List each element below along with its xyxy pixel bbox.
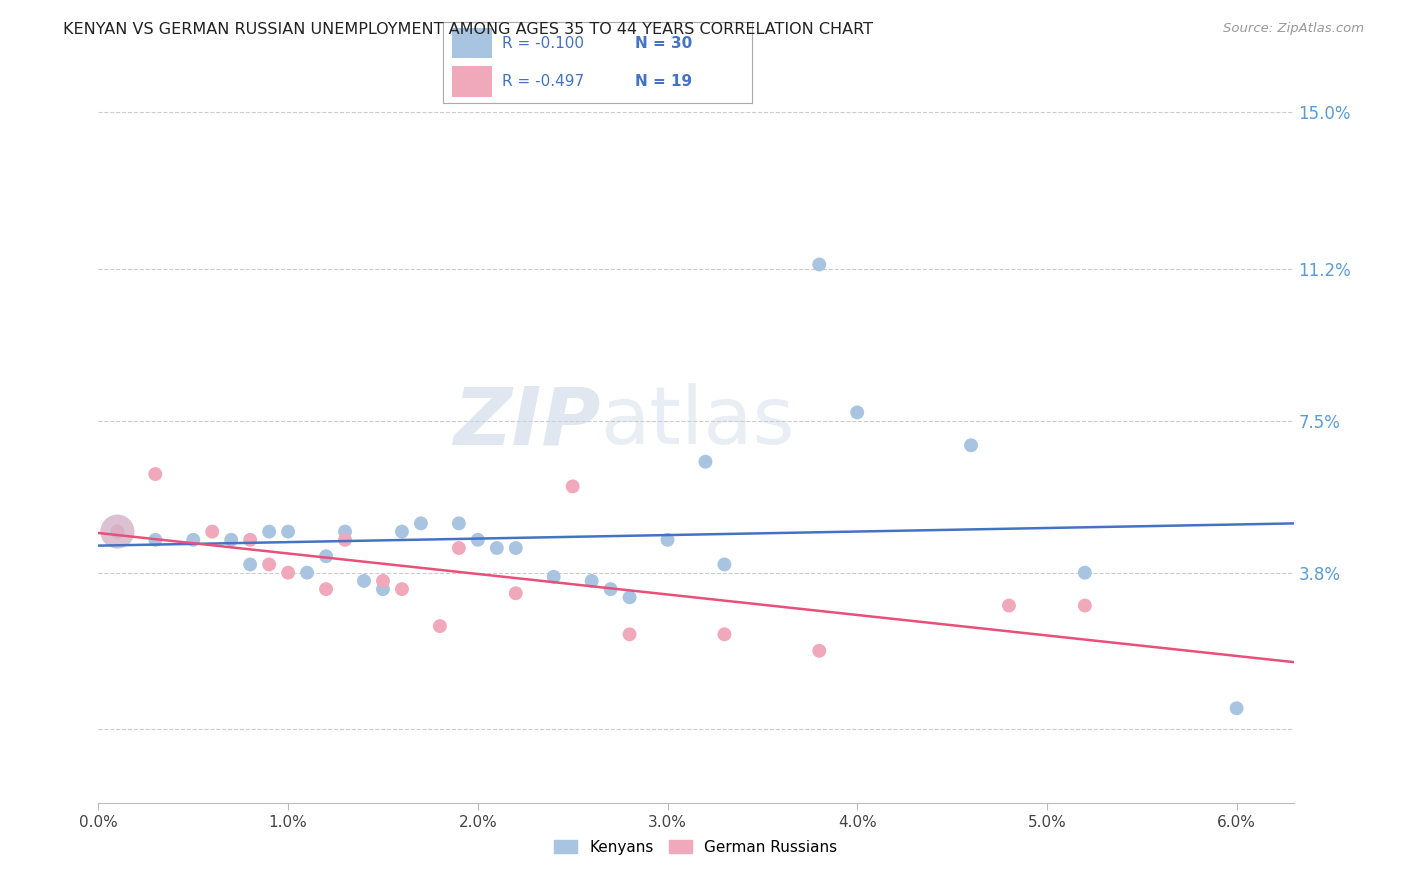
Point xyxy=(846,405,869,419)
Text: N = 19: N = 19 xyxy=(634,74,692,89)
Point xyxy=(353,574,375,588)
Point xyxy=(105,524,128,539)
Text: R = -0.100: R = -0.100 xyxy=(502,36,583,51)
Point xyxy=(505,586,527,600)
Bar xyxy=(453,67,492,97)
Point xyxy=(808,258,831,272)
Point xyxy=(429,619,451,633)
Point xyxy=(315,549,337,564)
Text: R = -0.497: R = -0.497 xyxy=(502,74,583,89)
Text: Source: ZipAtlas.com: Source: ZipAtlas.com xyxy=(1223,22,1364,36)
Point xyxy=(599,582,621,596)
Point xyxy=(581,574,603,588)
Point xyxy=(333,524,356,539)
Point xyxy=(201,524,224,539)
Legend: Kenyans, German Russians: Kenyans, German Russians xyxy=(548,834,844,861)
Point xyxy=(239,533,262,547)
Point xyxy=(143,533,166,547)
Point xyxy=(808,644,831,658)
Point xyxy=(391,582,413,596)
Point xyxy=(561,479,583,493)
Point xyxy=(619,627,641,641)
Point xyxy=(333,533,356,547)
Text: atlas: atlas xyxy=(600,384,794,461)
Point xyxy=(371,574,394,588)
Point xyxy=(1226,701,1249,715)
Point xyxy=(295,566,318,580)
Point xyxy=(447,516,470,531)
Point xyxy=(505,541,527,555)
Point xyxy=(1074,599,1097,613)
Bar xyxy=(453,28,492,59)
Text: ZIP: ZIP xyxy=(453,384,600,461)
Point xyxy=(391,524,413,539)
Point xyxy=(371,582,394,596)
Point xyxy=(277,566,299,580)
Point xyxy=(960,438,983,452)
Point xyxy=(657,533,679,547)
Point xyxy=(713,627,735,641)
Point xyxy=(447,541,470,555)
Point xyxy=(619,591,641,605)
Point xyxy=(219,533,242,547)
Point xyxy=(181,533,204,547)
Point xyxy=(467,533,489,547)
Point xyxy=(105,524,128,539)
Point xyxy=(485,541,508,555)
Text: KENYAN VS GERMAN RUSSIAN UNEMPLOYMENT AMONG AGES 35 TO 44 YEARS CORRELATION CHAR: KENYAN VS GERMAN RUSSIAN UNEMPLOYMENT AM… xyxy=(63,22,873,37)
Point xyxy=(315,582,337,596)
Point xyxy=(105,524,128,539)
Point xyxy=(543,570,565,584)
Point xyxy=(143,467,166,481)
Point xyxy=(409,516,432,531)
Text: N = 30: N = 30 xyxy=(634,36,692,51)
Point xyxy=(277,524,299,539)
Point xyxy=(998,599,1021,613)
Point xyxy=(713,558,735,572)
Point xyxy=(105,524,128,539)
Point xyxy=(239,558,262,572)
Point xyxy=(257,524,280,539)
Point xyxy=(695,455,717,469)
Point xyxy=(257,558,280,572)
Point xyxy=(1074,566,1097,580)
